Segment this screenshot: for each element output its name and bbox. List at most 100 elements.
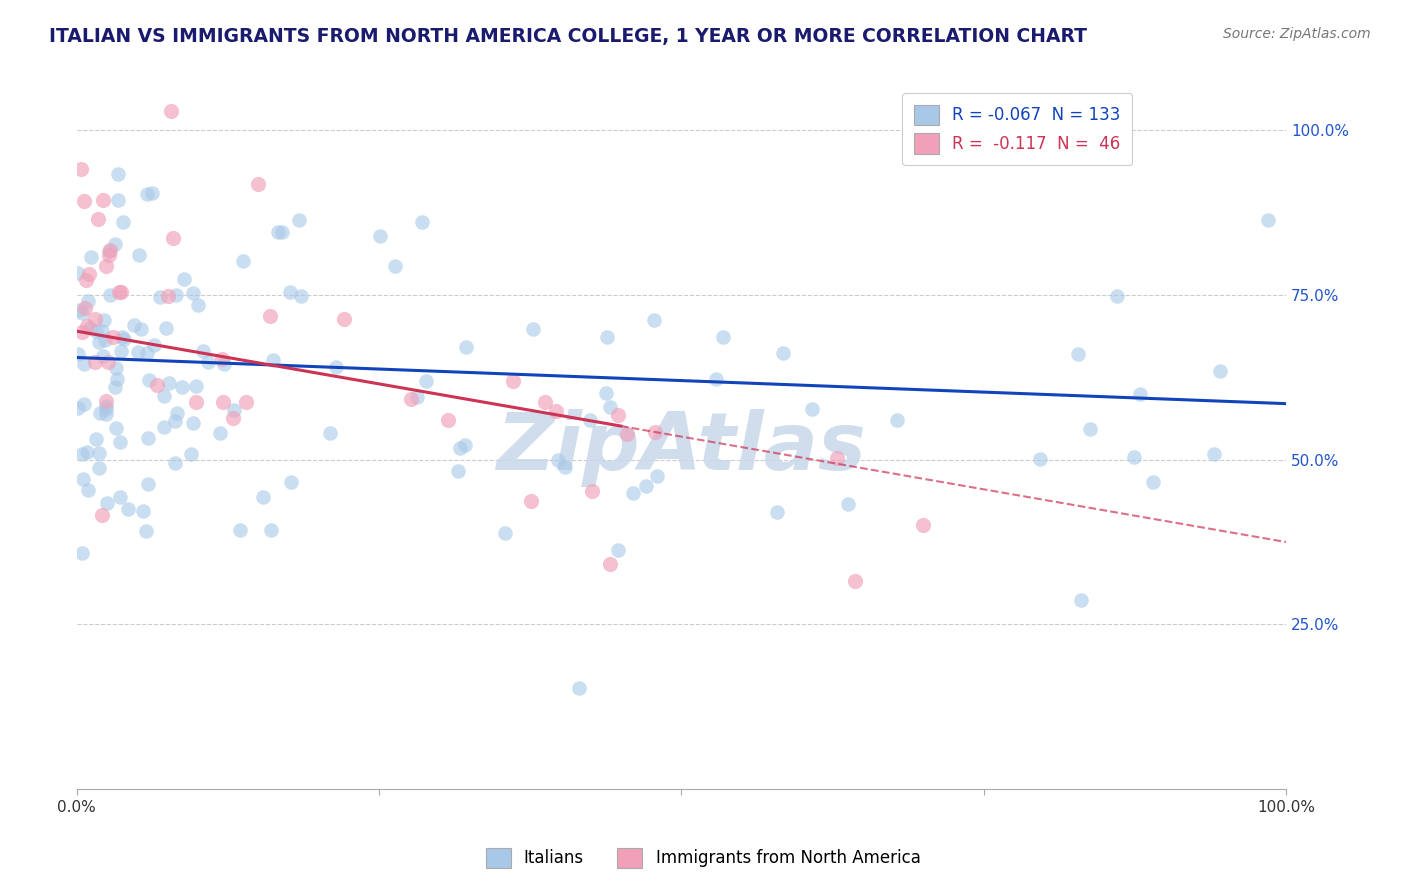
Point — [454, 340, 477, 354]
Point — [160, 103, 183, 118]
Point — [145, 378, 167, 392]
Point — [152, 419, 174, 434]
Point — [437, 413, 460, 427]
Point — [595, 385, 617, 400]
Point — [127, 345, 149, 359]
Point — [135, 524, 157, 538]
Point — [97, 244, 120, 258]
Point — [645, 469, 668, 483]
Point — [91, 193, 114, 207]
Point — [142, 338, 165, 352]
Point — [1067, 347, 1090, 361]
Point — [108, 435, 131, 450]
Point — [111, 330, 134, 344]
Point — [122, 318, 145, 332]
Point — [318, 425, 340, 440]
Point — [212, 357, 235, 371]
Point — [76, 444, 98, 458]
Point — [91, 349, 114, 363]
Point — [267, 226, 290, 240]
Point — [94, 259, 117, 273]
Text: Source: ZipAtlas.com: Source: ZipAtlas.com — [1223, 27, 1371, 41]
Point — [212, 395, 235, 409]
Point — [70, 325, 93, 339]
Point — [107, 285, 129, 299]
Point — [91, 325, 114, 339]
Point — [332, 312, 354, 326]
Point — [149, 290, 172, 304]
Point — [415, 374, 437, 388]
Point — [209, 425, 232, 440]
Point — [136, 187, 159, 202]
Point — [162, 231, 184, 245]
Point — [546, 403, 568, 417]
Point — [70, 447, 93, 461]
Point — [75, 301, 97, 315]
Point — [157, 289, 180, 303]
Point — [1070, 592, 1092, 607]
Point — [96, 399, 118, 413]
Point — [75, 272, 97, 286]
Point — [98, 248, 121, 262]
Point — [634, 479, 657, 493]
Point — [568, 681, 591, 695]
Point — [711, 330, 734, 344]
Point — [262, 352, 284, 367]
Point — [77, 267, 100, 281]
Point — [104, 361, 127, 376]
Point — [520, 494, 543, 508]
Point — [578, 413, 600, 427]
Point — [1142, 475, 1164, 489]
Point — [172, 380, 194, 394]
Point — [67, 303, 90, 318]
Point — [136, 477, 159, 491]
Point — [1257, 212, 1279, 227]
Text: ITALIAN VS IMMIGRANTS FROM NORTH AMERICA COLLEGE, 1 YEAR OR MORE CORRELATION CHA: ITALIAN VS IMMIGRANTS FROM NORTH AMERICA… — [49, 27, 1087, 45]
Point — [325, 360, 347, 375]
Point — [72, 546, 94, 560]
Point — [165, 456, 187, 470]
Point — [800, 402, 823, 417]
Point — [84, 324, 107, 338]
Point — [232, 253, 254, 268]
Point — [135, 345, 157, 359]
Point — [596, 330, 619, 344]
Point — [155, 321, 177, 335]
Point — [101, 329, 124, 343]
Point — [704, 372, 727, 386]
Point — [1129, 386, 1152, 401]
Point — [87, 212, 110, 227]
Point — [93, 313, 115, 327]
Point — [644, 425, 666, 439]
Point — [259, 309, 281, 323]
Point — [522, 321, 544, 335]
Point — [772, 346, 794, 360]
Point — [87, 445, 110, 459]
Point — [80, 250, 103, 264]
Point — [599, 400, 621, 414]
Point — [260, 523, 283, 537]
Point — [494, 525, 516, 540]
Point — [607, 409, 630, 423]
Point — [72, 472, 94, 486]
Point — [94, 393, 117, 408]
Point — [180, 447, 202, 461]
Point — [825, 450, 848, 465]
Point — [104, 236, 127, 251]
Point — [1107, 289, 1129, 303]
Legend: Italians, Immigrants from North America: Italians, Immigrants from North America — [479, 841, 927, 875]
Point — [599, 557, 621, 571]
Point — [844, 574, 866, 588]
Point — [73, 397, 96, 411]
Point — [1122, 450, 1144, 464]
Point — [616, 427, 638, 442]
Point — [222, 410, 245, 425]
Point — [157, 376, 180, 390]
Point — [181, 285, 204, 300]
Point — [252, 490, 274, 504]
Point — [166, 406, 188, 420]
Point — [886, 413, 908, 427]
Point — [76, 319, 98, 334]
Point — [136, 431, 159, 445]
Point — [86, 433, 108, 447]
